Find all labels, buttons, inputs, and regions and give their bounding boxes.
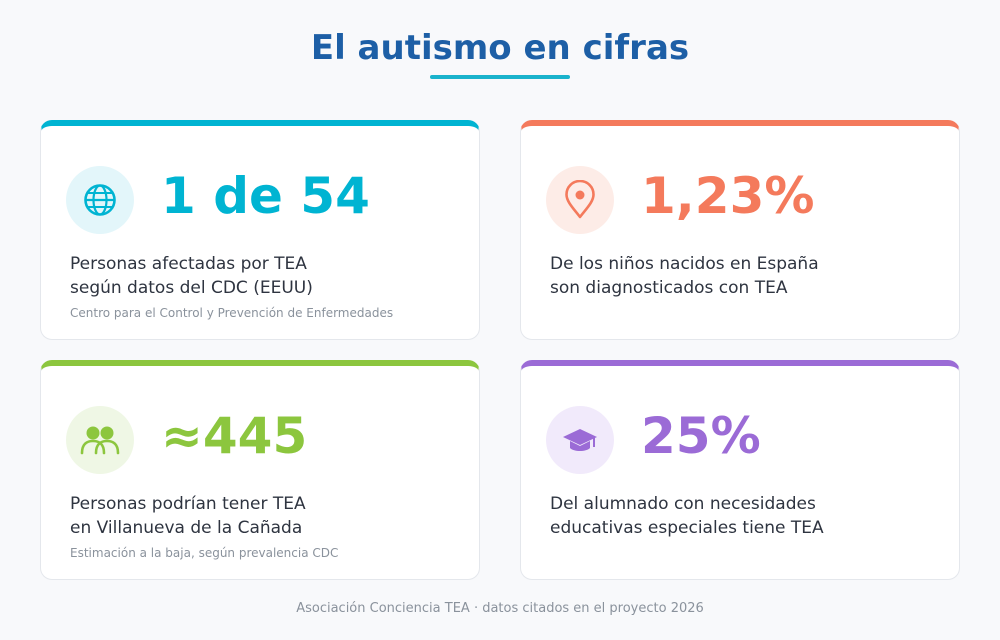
description-line-2: educativas especiales tiene TEA (550, 518, 824, 538)
description-line-2: según datos del CDC (EEUU) (70, 278, 313, 298)
stat-card-students: 25% Del alumnado con necesidades educati… (520, 360, 960, 580)
description-line-1: De los niños nacidos en España (550, 254, 819, 274)
stat-description: Personas podrían tener TEA en Villanueva… (70, 492, 460, 540)
description-line-2: en Villanueva de la Cañada (70, 518, 303, 538)
stat-card-cdc: 1 de 54 Personas afectadas por TEA según… (40, 120, 480, 340)
stat-value: 25% (641, 407, 761, 465)
stat-card-villanueva: ≈445 Personas podrían tener TEA en Villa… (40, 360, 480, 580)
stat-value: 1,23% (641, 167, 815, 225)
stat-value: ≈445 (161, 407, 308, 465)
globe-icon (66, 166, 134, 234)
description-line-2: son diagnosticados con TEA (550, 278, 788, 298)
description-line-1: Personas afectadas por TEA (70, 254, 307, 274)
page-title: El autismo en cifras (310, 28, 690, 68)
description-line-1: Personas podrían tener TEA (70, 494, 306, 514)
graduation-cap-icon (546, 406, 614, 474)
location-pin-icon (546, 166, 614, 234)
stat-value: 1 de 54 (161, 167, 370, 225)
title-underline (430, 75, 570, 79)
stat-description: Del alumnado con necesidades educativas … (550, 492, 940, 540)
stat-description: De los niños nacidos en España son diagn… (550, 252, 940, 300)
stat-description: Personas afectadas por TEA según datos d… (70, 252, 460, 300)
footer-credit: Asociación Conciencia TEA · datos citado… (296, 601, 704, 616)
stat-card-spain: 1,23% De los niños nacidos en España son… (520, 120, 960, 340)
source-note: Centro para el Control y Prevención de E… (70, 306, 394, 320)
people-icon (66, 406, 134, 474)
description-line-1: Del alumnado con necesidades (550, 494, 816, 514)
source-note: Estimación a la baja, según prevalencia … (70, 546, 339, 560)
